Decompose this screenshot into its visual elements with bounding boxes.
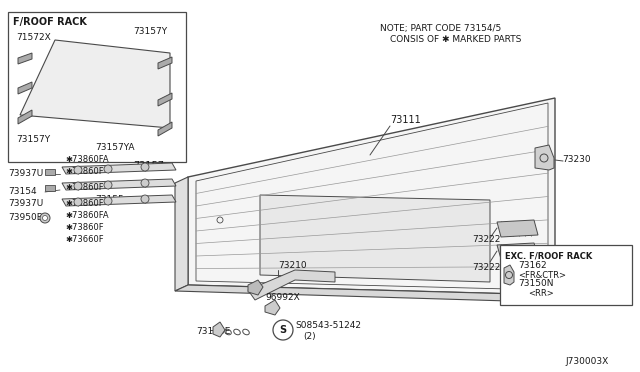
Polygon shape	[62, 179, 176, 190]
Text: 71572X: 71572X	[16, 32, 51, 42]
Text: 73157: 73157	[133, 161, 164, 171]
Text: 73937U: 73937U	[8, 199, 44, 208]
Bar	[45, 169, 55, 175]
Text: J730003X: J730003X	[565, 357, 608, 366]
Circle shape	[74, 182, 82, 190]
Text: ✱73660F: ✱73660F	[65, 234, 104, 244]
Text: ✱73860F: ✱73860F	[65, 183, 104, 192]
Circle shape	[74, 198, 82, 206]
Circle shape	[141, 179, 149, 187]
Text: CONSIS OF ✱ MARKED PARTS: CONSIS OF ✱ MARKED PARTS	[390, 35, 522, 44]
Text: ✱73860FA: ✱73860FA	[65, 211, 109, 219]
Polygon shape	[248, 270, 335, 300]
Polygon shape	[260, 195, 490, 282]
Text: 73222: 73222	[472, 263, 500, 273]
Text: ✱73860F: ✱73860F	[65, 167, 104, 176]
Circle shape	[40, 213, 50, 223]
Polygon shape	[158, 57, 172, 69]
Circle shape	[141, 163, 149, 171]
Bar	[45, 185, 55, 191]
Text: (2): (2)	[303, 331, 316, 340]
Text: ✱73860FA: ✱73860FA	[65, 155, 109, 164]
Text: S08543-51242: S08543-51242	[295, 321, 361, 330]
Text: 73155: 73155	[95, 196, 124, 205]
Text: <FR&CTR>: <FR&CTR>	[518, 270, 566, 279]
Circle shape	[141, 195, 149, 203]
Polygon shape	[18, 82, 32, 94]
Circle shape	[273, 320, 293, 340]
Polygon shape	[62, 163, 176, 174]
Text: 73150N: 73150N	[518, 279, 554, 289]
Polygon shape	[175, 177, 188, 291]
Text: 73154: 73154	[8, 187, 36, 196]
Text: 96992X: 96992X	[265, 294, 300, 302]
Circle shape	[104, 181, 112, 189]
Polygon shape	[535, 145, 554, 170]
Polygon shape	[504, 265, 514, 285]
Polygon shape	[248, 280, 263, 295]
Polygon shape	[175, 285, 555, 302]
Polygon shape	[158, 93, 172, 106]
Text: 73157Y: 73157Y	[16, 135, 50, 144]
Circle shape	[104, 197, 112, 205]
Text: 73162: 73162	[518, 262, 547, 270]
Text: S: S	[280, 325, 287, 335]
Text: ✱73860F: ✱73860F	[65, 222, 104, 231]
Polygon shape	[497, 243, 538, 259]
Bar	[500, 245, 632, 305]
Polygon shape	[497, 220, 538, 237]
Text: NOTE; PART CODE 73154/5: NOTE; PART CODE 73154/5	[380, 23, 501, 32]
Text: EXC. F/ROOF RACK: EXC. F/ROOF RACK	[505, 251, 592, 260]
Text: F/ROOF RACK: F/ROOF RACK	[13, 17, 87, 27]
Text: 73113E: 73113E	[196, 327, 230, 337]
Text: 73111: 73111	[390, 115, 420, 125]
Polygon shape	[158, 122, 172, 136]
Text: 73157Y: 73157Y	[133, 28, 167, 36]
Text: 73937U: 73937U	[8, 170, 44, 179]
Circle shape	[104, 165, 112, 173]
Polygon shape	[20, 40, 170, 128]
Text: 73157YA: 73157YA	[95, 144, 134, 153]
Text: <RR>: <RR>	[528, 289, 554, 298]
Text: 73950B: 73950B	[8, 214, 43, 222]
Polygon shape	[18, 110, 32, 124]
Text: 73230: 73230	[562, 155, 591, 164]
Circle shape	[74, 166, 82, 174]
Polygon shape	[265, 300, 280, 315]
Polygon shape	[188, 98, 555, 295]
Polygon shape	[213, 322, 225, 337]
Text: ✱73860F: ✱73860F	[65, 199, 104, 208]
Circle shape	[42, 215, 47, 221]
Polygon shape	[62, 195, 176, 206]
Text: 73210: 73210	[278, 262, 307, 270]
Text: 73222: 73222	[472, 235, 500, 244]
Polygon shape	[18, 53, 32, 64]
Bar	[8, 12, 186, 162]
